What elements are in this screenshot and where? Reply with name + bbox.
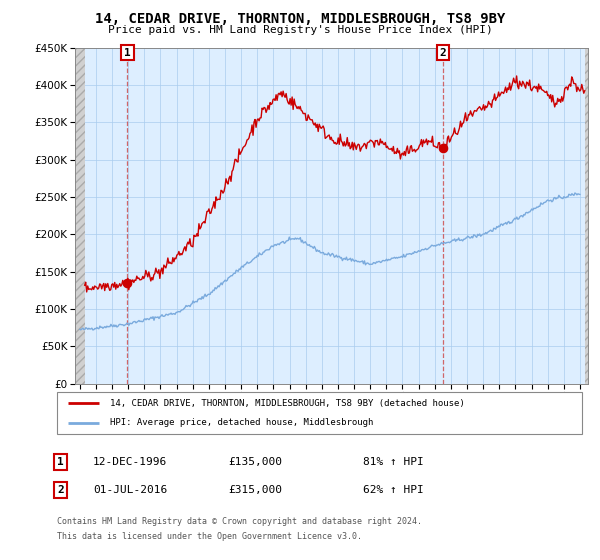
Point <box>122 278 132 287</box>
Text: 14, CEDAR DRIVE, THORNTON, MIDDLESBROUGH, TS8 9BY (detached house): 14, CEDAR DRIVE, THORNTON, MIDDLESBROUGH… <box>110 399 464 408</box>
Text: 62% ↑ HPI: 62% ↑ HPI <box>363 485 424 495</box>
Text: 81% ↑ HPI: 81% ↑ HPI <box>363 457 424 467</box>
Text: 12-DEC-1996: 12-DEC-1996 <box>93 457 167 467</box>
Text: 2: 2 <box>57 485 64 495</box>
Text: 01-JUL-2016: 01-JUL-2016 <box>93 485 167 495</box>
Point <box>438 144 448 153</box>
Text: 1: 1 <box>57 457 64 467</box>
Text: £135,000: £135,000 <box>228 457 282 467</box>
Text: Price paid vs. HM Land Registry's House Price Index (HPI): Price paid vs. HM Land Registry's House … <box>107 25 493 35</box>
Text: 2: 2 <box>439 48 446 58</box>
Text: £315,000: £315,000 <box>228 485 282 495</box>
Text: 14, CEDAR DRIVE, THORNTON, MIDDLESBROUGH, TS8 9BY: 14, CEDAR DRIVE, THORNTON, MIDDLESBROUGH… <box>95 12 505 26</box>
Text: HPI: Average price, detached house, Middlesbrough: HPI: Average price, detached house, Midd… <box>110 418 373 427</box>
Text: 1: 1 <box>124 48 131 58</box>
Text: This data is licensed under the Open Government Licence v3.0.: This data is licensed under the Open Gov… <box>57 532 362 541</box>
Text: Contains HM Land Registry data © Crown copyright and database right 2024.: Contains HM Land Registry data © Crown c… <box>57 517 422 526</box>
